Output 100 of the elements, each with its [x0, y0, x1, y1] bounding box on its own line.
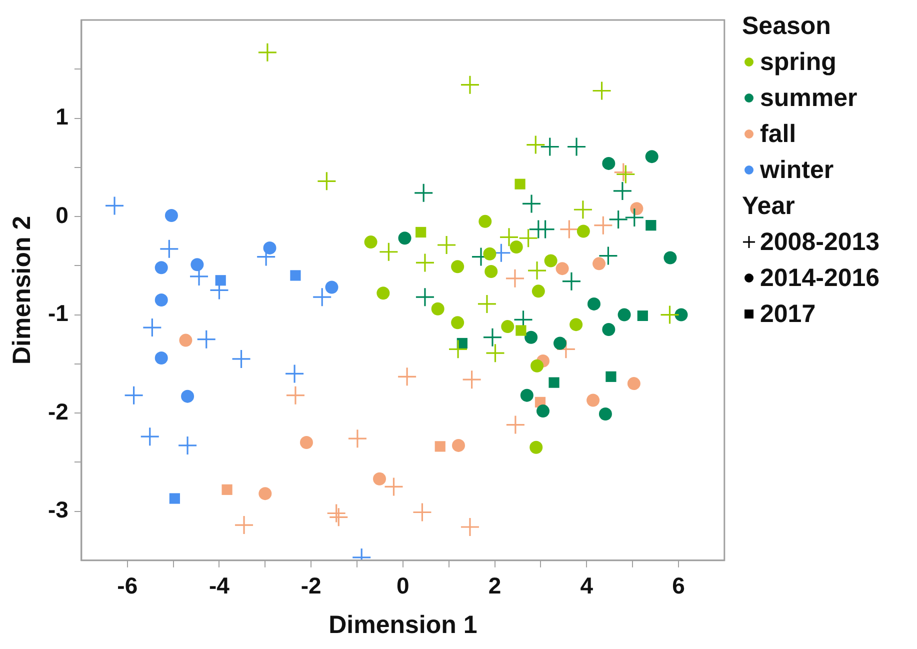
point: [516, 325, 526, 336]
point: [612, 181, 632, 201]
point: [627, 377, 640, 390]
point: [451, 260, 464, 274]
point: [460, 517, 480, 537]
point: [415, 287, 435, 307]
legend-label: 2014-2016: [760, 263, 880, 294]
point: [258, 487, 272, 500]
legend-label: fall: [760, 119, 796, 150]
point: [602, 323, 616, 336]
point: [660, 304, 680, 325]
point: [154, 294, 168, 307]
point: [606, 371, 616, 382]
point: [570, 318, 583, 332]
x-tick-label: 4: [580, 572, 594, 599]
point: [520, 388, 534, 402]
point: [637, 310, 648, 322]
x-tick-label: -2: [300, 572, 322, 599]
point: [566, 136, 586, 157]
point: [164, 209, 178, 222]
point: [378, 242, 398, 262]
point: [364, 236, 378, 249]
point: [514, 178, 526, 190]
point: [477, 294, 497, 314]
text: Year: [742, 191, 796, 222]
point: [384, 476, 404, 497]
point: [485, 343, 506, 363]
y-tick-label: -1: [48, 300, 69, 326]
legend-label: spring: [760, 47, 836, 78]
point: [325, 280, 338, 294]
point: [142, 318, 162, 338]
point: [540, 136, 560, 157]
point: [348, 428, 368, 448]
point: [501, 320, 514, 334]
point: [559, 219, 579, 240]
point: [562, 272, 582, 292]
point: [290, 270, 301, 281]
point: [460, 75, 480, 95]
y-tick-label: -2: [48, 398, 68, 424]
point: [448, 339, 468, 359]
point: [398, 232, 412, 245]
point: [434, 441, 446, 452]
y-tick-label: -3: [48, 496, 68, 523]
point: [536, 404, 550, 418]
point: [231, 349, 252, 369]
legend-title: Season: [742, 11, 832, 42]
point: [587, 297, 600, 310]
point: [556, 262, 569, 276]
point: [412, 502, 432, 522]
legend-label: summer: [760, 83, 858, 114]
point: [263, 241, 276, 254]
point: [592, 257, 606, 270]
x-tick-label: -6: [117, 572, 138, 599]
point: [624, 208, 644, 228]
point: [510, 240, 523, 254]
point: [178, 436, 198, 456]
legend-label: 2017: [760, 299, 816, 330]
point: [258, 42, 278, 62]
point: [196, 330, 216, 350]
x-tick-label: 6: [672, 572, 685, 599]
point: [586, 394, 600, 407]
point: [415, 252, 435, 272]
x-tick-label: -4: [209, 572, 230, 599]
point: [312, 287, 332, 307]
point: [602, 156, 616, 170]
point: [645, 150, 658, 164]
x-tick-label: 0: [396, 572, 410, 599]
point: [222, 484, 232, 495]
point: [190, 258, 204, 272]
point: [169, 493, 180, 504]
point: [544, 254, 558, 268]
point: [526, 134, 546, 155]
x-axis-title: Dimension 1: [328, 610, 478, 639]
point: [530, 359, 544, 372]
point: [483, 247, 496, 260]
point: [548, 377, 560, 388]
point: [664, 251, 677, 264]
point: [414, 183, 434, 203]
point: [505, 268, 525, 288]
point: [524, 330, 538, 344]
y-tick-label: 0: [56, 202, 68, 228]
point: [530, 440, 543, 454]
point: [451, 316, 464, 330]
point: [215, 275, 226, 286]
point: [376, 286, 390, 300]
x-tick-label: 2: [488, 572, 502, 599]
point: [462, 370, 482, 390]
point: [416, 226, 426, 238]
point: [436, 235, 456, 255]
point: [154, 261, 168, 274]
point: [452, 438, 465, 452]
point: [608, 210, 628, 230]
point: [328, 507, 348, 527]
point: [482, 328, 502, 348]
point: [154, 351, 168, 364]
point: [397, 366, 417, 386]
y-tick-label: 1: [56, 104, 69, 130]
point: [478, 214, 492, 228]
point: [140, 426, 160, 446]
point: [316, 171, 336, 191]
